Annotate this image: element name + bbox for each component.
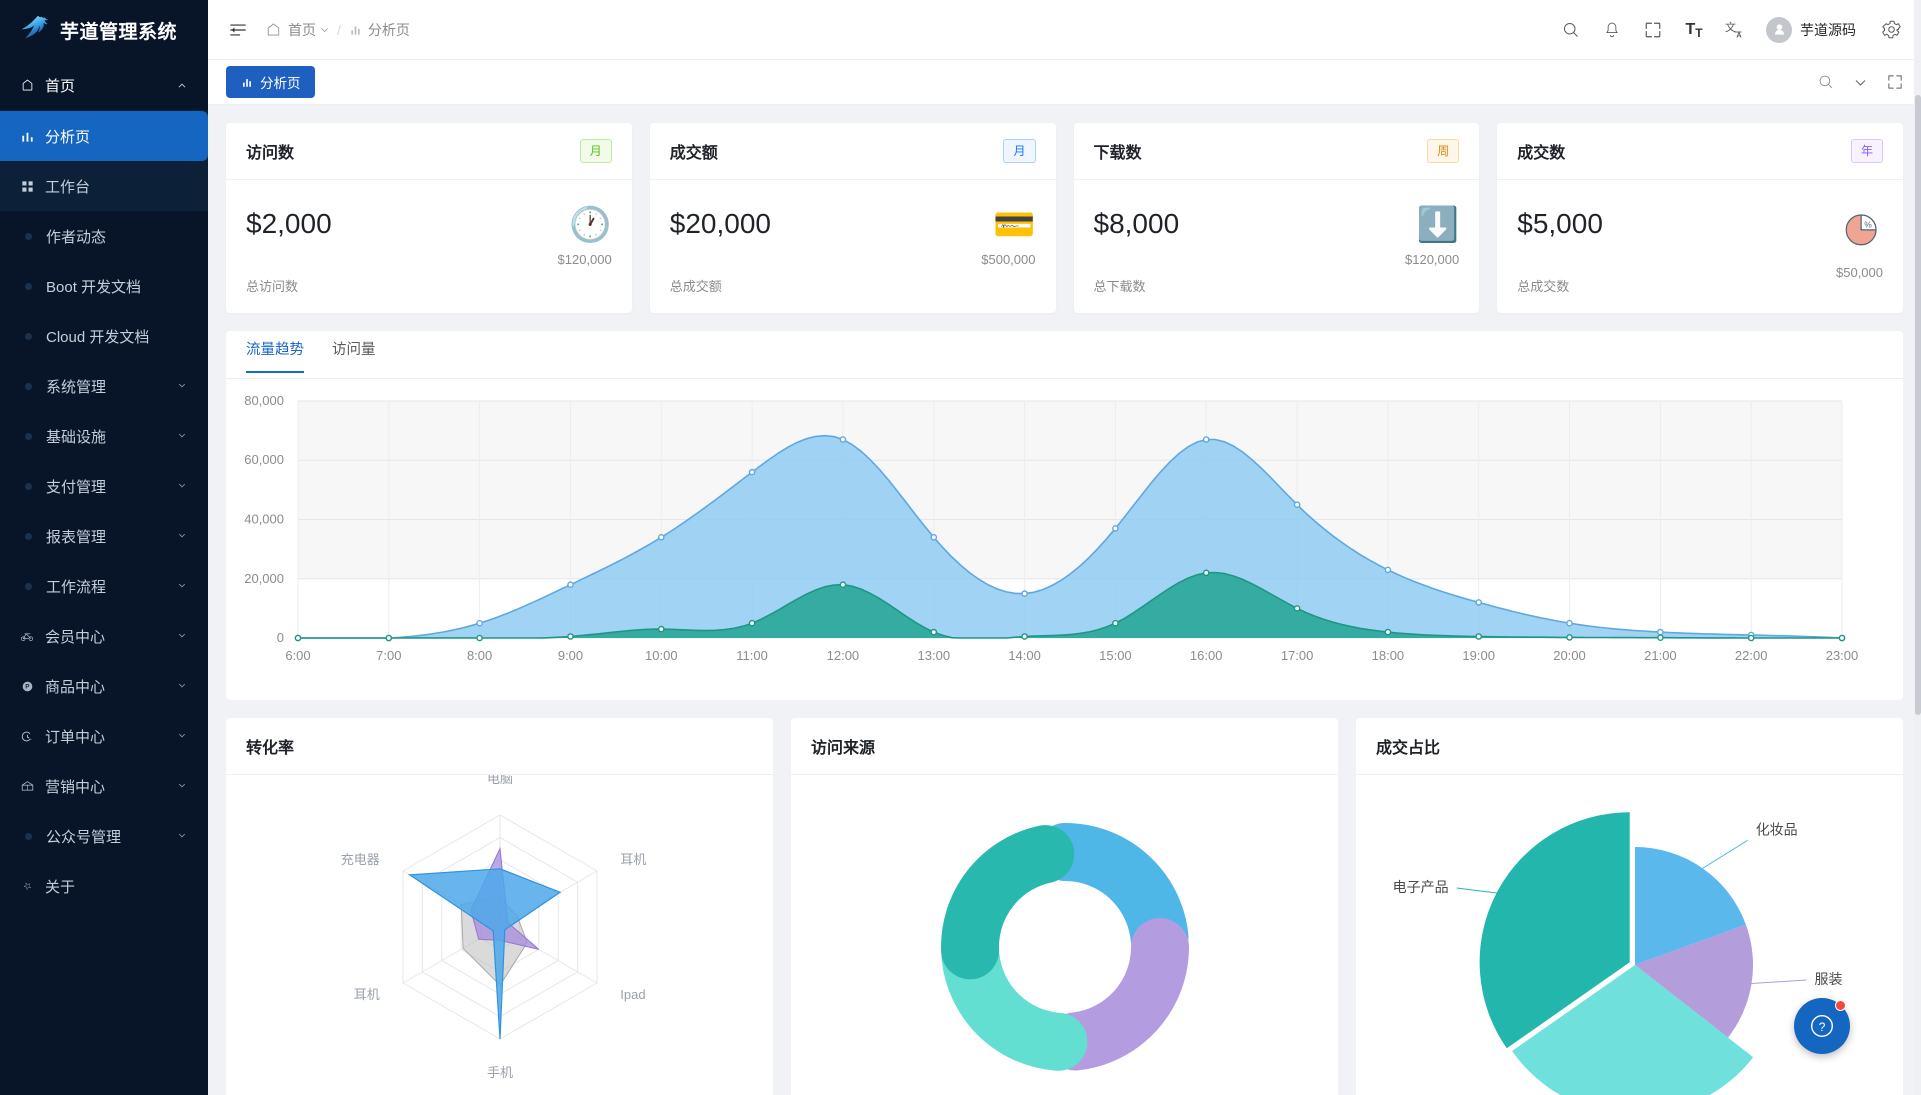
svg-text:22:00: 22:00 xyxy=(1735,648,1768,663)
svg-text:8:00: 8:00 xyxy=(467,648,492,663)
svg-text:15:00: 15:00 xyxy=(1099,648,1132,663)
svg-text:19:00: 19:00 xyxy=(1462,648,1495,663)
svg-text:耳机: 耳机 xyxy=(620,852,646,867)
svg-text:化妆品: 化妆品 xyxy=(1755,821,1797,837)
svg-text:充电器: 充电器 xyxy=(340,852,379,867)
svg-text:16:00: 16:00 xyxy=(1190,648,1223,663)
svg-text:20:00: 20:00 xyxy=(1553,648,1586,663)
svg-text:13:00: 13:00 xyxy=(918,648,951,663)
svg-text:6:00: 6:00 xyxy=(285,648,310,663)
svg-text:P: P xyxy=(25,683,29,690)
svg-text:服装: 服装 xyxy=(1814,971,1842,987)
svg-text:电脑: 电脑 xyxy=(486,775,512,786)
svg-text:18:00: 18:00 xyxy=(1372,648,1405,663)
svg-text:9:00: 9:00 xyxy=(558,648,583,663)
svg-text:23:00: 23:00 xyxy=(1826,648,1859,663)
svg-text:21:00: 21:00 xyxy=(1644,648,1677,663)
svg-text:Ipad: Ipad xyxy=(620,987,645,1002)
svg-text:10:00: 10:00 xyxy=(645,648,678,663)
svg-text:11:00: 11:00 xyxy=(736,648,768,663)
svg-text:40,000: 40,000 xyxy=(244,512,284,527)
svg-text:12:00: 12:00 xyxy=(827,648,860,663)
svg-text:20,000: 20,000 xyxy=(244,571,284,586)
svg-text:0: 0 xyxy=(277,630,284,645)
svg-text:耳机: 耳机 xyxy=(353,987,379,1002)
svg-text:电子产品: 电子产品 xyxy=(1392,879,1448,895)
svg-text:60,000: 60,000 xyxy=(244,452,284,467)
svg-text:%: % xyxy=(1864,219,1872,229)
svg-text:17:00: 17:00 xyxy=(1281,648,1314,663)
svg-text:7:00: 7:00 xyxy=(376,648,401,663)
svg-text:14:00: 14:00 xyxy=(1008,648,1041,663)
svg-text:?: ? xyxy=(1819,1020,1826,1034)
svg-text:手机: 手机 xyxy=(486,1065,512,1080)
svg-text:80,000: 80,000 xyxy=(244,393,284,408)
svg-text:文: 文 xyxy=(1725,20,1736,34)
svg-text:A: A xyxy=(1736,30,1742,39)
